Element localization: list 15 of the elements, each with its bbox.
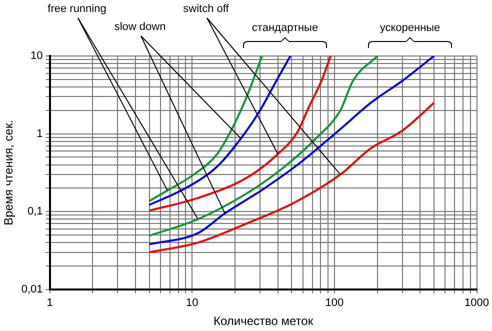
text: slow down (114, 21, 166, 34)
text: стандартные (252, 22, 318, 34)
x-tick-label: 10 (186, 297, 198, 310)
x-tick-label: 1000 (464, 297, 490, 310)
text: free running (48, 3, 106, 16)
text: ускоренные (380, 22, 440, 34)
y-axis-title: Время чтения, сек. (2, 120, 16, 226)
x-tick-label: 1 (46, 297, 53, 310)
y-tick-label: 10 (30, 50, 43, 62)
text: switch off (183, 3, 230, 16)
x-axis-title: Количество меток (213, 314, 314, 328)
y-tick-label: 0,01 (21, 283, 43, 296)
y-tick-label: 0,1 (28, 206, 43, 218)
y-tick-label: 1 (36, 128, 43, 140)
x-tick-label: 100 (325, 297, 344, 310)
